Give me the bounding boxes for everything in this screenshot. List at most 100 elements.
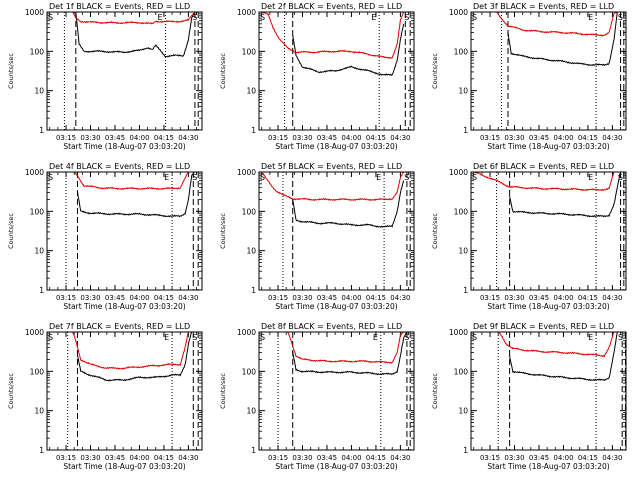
x-tick-label: 04:00	[341, 134, 361, 142]
x-axis-label: Start Time (18-Aug-07 03:03:20)	[63, 302, 185, 311]
time-marker-label: E	[158, 13, 163, 22]
time-marker-label: S	[48, 173, 53, 182]
x-tick-label: 04:15	[366, 134, 386, 142]
y-tick-label: 10	[458, 407, 468, 416]
y-tick-label: 1	[39, 286, 44, 295]
y-tick-label: 1000	[25, 168, 44, 177]
x-tick-label: 03:30	[292, 134, 312, 142]
time-marker-label: E	[588, 333, 593, 342]
y-axis-label: Counts/sec	[219, 373, 227, 409]
x-tick-label: 04:15	[366, 294, 386, 302]
detector-panel: Det 1f BLACK = Events, RED = LLD Counts/s…	[7, 2, 203, 151]
time-marker-label: S	[192, 173, 197, 182]
time-marker-label: E	[373, 333, 378, 342]
time-marker-label: S	[48, 13, 53, 22]
events-series-line	[77, 332, 193, 382]
time-marker-label: S	[260, 13, 265, 22]
x-axis-label: Start Time (18-Aug-07 03:03:20)	[63, 142, 185, 151]
time-marker-label: E	[588, 173, 593, 182]
time-marker-label: S	[618, 333, 623, 342]
y-tick-label: 1000	[237, 168, 256, 177]
y-axis-label: Counts/sec	[7, 213, 15, 249]
y-tick-label: 1	[463, 286, 468, 295]
y-tick-label: 1000	[449, 168, 468, 177]
lld-series-line	[73, 172, 192, 191]
time-marker-label: S	[260, 333, 265, 342]
x-tick-label: 03:15	[56, 294, 76, 302]
time-marker-label: S	[192, 13, 197, 22]
time-marker-label: S	[48, 333, 53, 342]
x-tick-label: 03:30	[504, 294, 524, 302]
x-tick-label: 04:00	[129, 294, 149, 302]
time-marker-label: S	[404, 333, 409, 342]
x-tick-label: 04:00	[129, 454, 149, 462]
y-tick-label: 1000	[25, 328, 44, 337]
events-series-line	[507, 12, 618, 67]
x-tick-label: 04:15	[578, 454, 598, 462]
time-marker-label: S	[260, 173, 265, 182]
x-tick-label: 04:15	[578, 294, 598, 302]
plot-frame	[258, 331, 415, 451]
x-tick-label: 03:45	[105, 134, 125, 142]
panel-title: Det 3f BLACK = Events, RED = LLD	[473, 2, 614, 11]
x-tick-label: 03:30	[80, 454, 100, 462]
y-tick-label: 100	[242, 207, 257, 216]
x-tick-label: 03:15	[268, 134, 288, 142]
time-marker-label: E	[588, 13, 593, 22]
x-tick-label: 04:00	[341, 454, 361, 462]
lld-series-line	[496, 12, 618, 37]
panel-title: Det 1f BLACK = Events, RED = LLD	[49, 2, 190, 11]
y-tick-label: 1000	[237, 328, 256, 337]
y-tick-label: 1	[463, 126, 468, 135]
y-tick-label: 1	[39, 126, 44, 135]
x-tick-label: 04:30	[390, 454, 410, 462]
x-tick-label: 03:45	[317, 134, 337, 142]
x-tick-label: 03:30	[292, 294, 312, 302]
lld-series-line	[72, 332, 189, 370]
x-tick-label: 04:30	[602, 134, 622, 142]
events-series-line	[75, 12, 196, 58]
x-tick-label: 04:00	[341, 294, 361, 302]
y-tick-label: 100	[30, 47, 45, 56]
y-tick-label: 100	[454, 207, 469, 216]
detector-panel: Det 2f BLACK = Events, RED = LLD Counts/s…	[219, 2, 415, 151]
events-series-line	[292, 332, 408, 376]
y-tick-label: 100	[30, 207, 45, 216]
y-tick-label: 100	[454, 367, 469, 376]
panel-title: Det 6f BLACK = Events, RED = LLD	[473, 162, 614, 171]
time-marker-label: S	[618, 13, 623, 22]
x-tick-label: 03:45	[105, 454, 125, 462]
events-series-line	[292, 23, 405, 77]
x-axis-label: Start Time (18-Aug-07 03:03:20)	[487, 462, 609, 471]
panel-title: Det 5f BLACK = Events, RED = LLD	[261, 162, 402, 171]
x-tick-label: 04:30	[602, 454, 622, 462]
y-tick-label: 1000	[449, 8, 468, 17]
x-axis-label: Start Time (18-Aug-07 03:03:20)	[275, 462, 397, 471]
y-tick-label: 100	[454, 47, 469, 56]
x-tick-label: 04:15	[154, 134, 174, 142]
y-tick-label: 10	[246, 247, 256, 256]
x-axis-label: Start Time (18-Aug-07 03:03:20)	[63, 462, 185, 471]
y-tick-label: 100	[242, 367, 257, 376]
time-marker-label: E	[371, 13, 376, 22]
y-axis-label: Counts/sec	[7, 373, 15, 409]
y-tick-label: 100	[242, 47, 257, 56]
y-tick-label: 10	[246, 407, 256, 416]
y-tick-label: 10	[458, 247, 468, 256]
time-marker-label: E	[376, 173, 381, 182]
panel-title: Det 7f BLACK = Events, RED = LLD	[49, 322, 190, 331]
x-tick-label: 03:45	[529, 134, 549, 142]
panel-title: Det 2f BLACK = Events, RED = LLD	[261, 2, 402, 11]
x-tick-label: 03:45	[317, 454, 337, 462]
lld-series-line	[473, 172, 618, 192]
y-tick-label: 10	[34, 407, 44, 416]
events-series-line	[509, 172, 622, 218]
time-marker-label: S	[618, 173, 623, 182]
detector-panel: Det 3f BLACK = Events, RED = LLD Counts/s…	[431, 2, 627, 151]
lld-series-line	[72, 12, 196, 25]
x-tick-label: 03:30	[80, 294, 100, 302]
time-marker-label: S	[472, 173, 477, 182]
x-tick-label: 04:30	[390, 134, 410, 142]
x-axis-label: Start Time (18-Aug-07 03:03:20)	[487, 302, 609, 311]
